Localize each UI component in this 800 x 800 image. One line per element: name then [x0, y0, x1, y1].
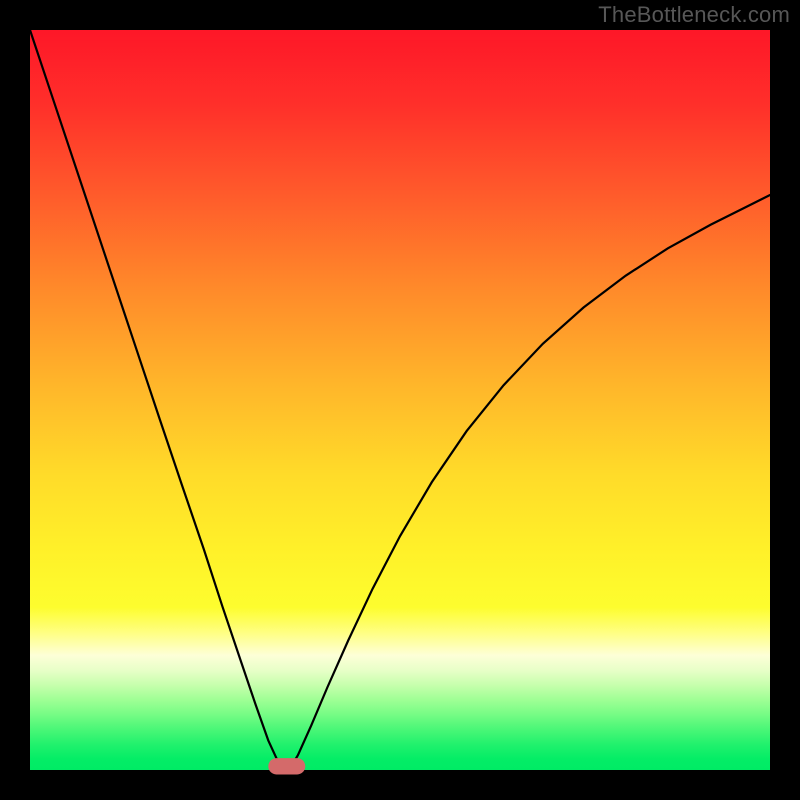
watermark-text: TheBottleneck.com	[598, 2, 790, 28]
optimal-marker	[268, 758, 305, 774]
plot-background	[30, 30, 770, 770]
bottleneck-chart	[0, 0, 800, 800]
